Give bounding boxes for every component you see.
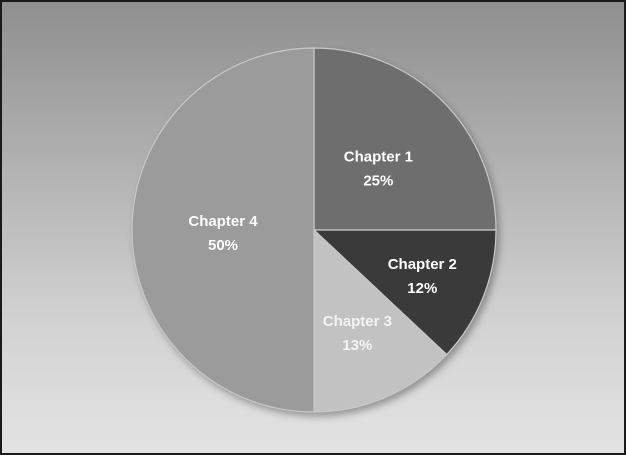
slice-label-1: Chapter 1 <box>344 149 413 166</box>
slice-label-3: Chapter 3 <box>323 313 392 330</box>
slice-label-2: Chapter 2 <box>388 256 457 273</box>
slice-value-label-2: 12% <box>407 280 437 297</box>
pie-slice-3 <box>313 228 448 413</box>
slice-label-4: Chapter 4 <box>188 213 258 230</box>
pie-slice-2 <box>312 229 497 356</box>
pie-labels: Chapter 1 25% Chapter 2 12% Chapter 3 13% Chap… <box>188 149 456 355</box>
slice-value-label-3: 13% <box>342 337 372 354</box>
pie-slice-1 <box>313 47 497 231</box>
slice-value-label-4: 50% <box>208 237 238 254</box>
pie-slices <box>131 47 497 413</box>
slice-value-label-1: 25% <box>363 173 393 190</box>
pie-slice-4 <box>131 47 315 413</box>
